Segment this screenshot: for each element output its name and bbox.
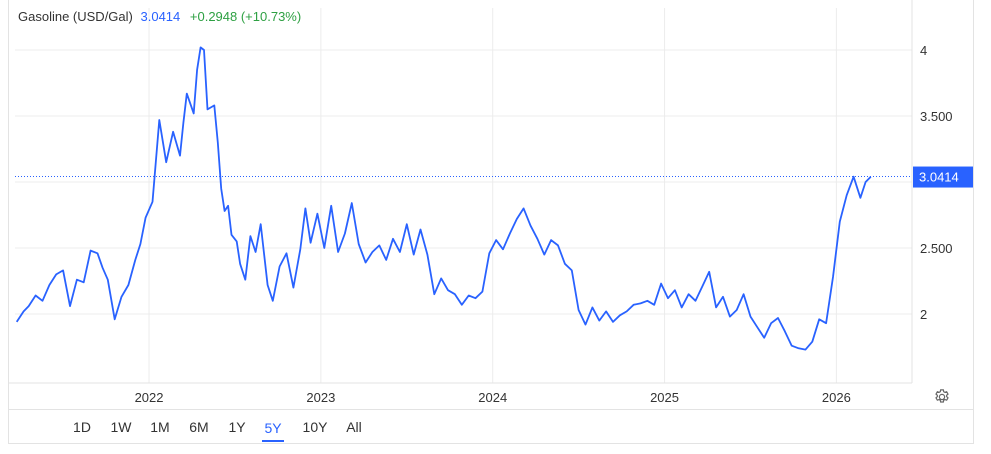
x-tick-label: 2022 xyxy=(135,390,164,405)
x-tick-label: 2024 xyxy=(478,390,507,405)
range-button-5y[interactable]: 5Y xyxy=(262,410,284,442)
range-button-6m[interactable]: 6M xyxy=(187,410,211,444)
last-value-badge xyxy=(913,166,973,188)
range-button-all[interactable]: All xyxy=(344,410,364,444)
range-button-1y[interactable]: 1Y xyxy=(227,410,247,444)
x-tick-label: 2023 xyxy=(306,390,335,405)
range-button-1m[interactable]: 1M xyxy=(149,410,171,444)
gear-icon[interactable] xyxy=(933,388,951,406)
x-tick-label: 2025 xyxy=(650,390,679,405)
y-tick-label: 3.500 xyxy=(920,109,953,124)
range-button-1w[interactable]: 1W xyxy=(109,410,133,444)
range-button-1d[interactable]: 1D xyxy=(71,410,93,444)
legend-change: +0.2948 (+10.73%) xyxy=(189,9,302,24)
y-tick-label: 4 xyxy=(920,43,927,58)
legend-price: 3.0414 xyxy=(140,9,181,24)
last-value-label: 3.0414 xyxy=(919,170,959,185)
range-button-10y[interactable]: 10Y xyxy=(301,410,329,444)
chart-legend: Gasoline (USD/Gal) 3.0414 +0.2948 (+10.7… xyxy=(18,9,301,24)
legend-symbol: Gasoline (USD/Gal) xyxy=(18,9,133,24)
x-tick-label: 2026 xyxy=(822,390,851,405)
series-line xyxy=(15,46,872,351)
y-tick-label: 2.500 xyxy=(920,241,953,256)
range-selector: 1D 1W 1M 6M 1Y 5Y 10Y All xyxy=(8,409,974,444)
y-tick-label: 2 xyxy=(920,307,927,322)
chart-frame xyxy=(8,0,974,444)
